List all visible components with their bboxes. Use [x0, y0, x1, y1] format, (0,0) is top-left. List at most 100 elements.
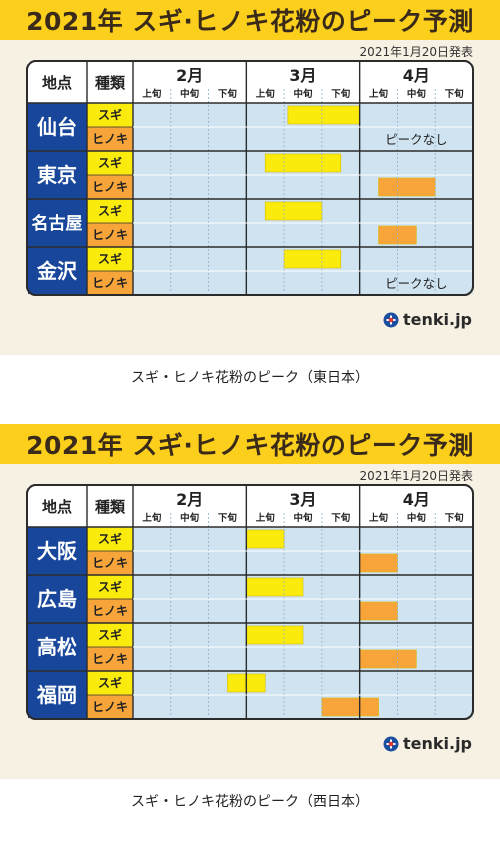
species-label: スギ	[98, 627, 122, 642]
period-label: 下旬	[218, 512, 238, 524]
pollen-chart-figure: 2021年 スギ·ヒノキ花粉のピーク予測 2021年1月20日発表 地点 種類 2月…	[0, 424, 500, 779]
pollen-chart-figure: 2021年 スギ·ヒノキ花粉のピーク予測 2021年1月20日発表 地点 種類 2月…	[0, 0, 500, 355]
tenki-logo: tenki.jp	[383, 734, 472, 753]
peak-bar	[359, 649, 417, 669]
species-cell	[87, 175, 133, 199]
species-cell	[87, 151, 133, 175]
period-label: 下旬	[331, 512, 351, 524]
species-cell	[87, 575, 133, 599]
period-label: 下旬	[445, 88, 465, 100]
period-label: 上旬	[142, 88, 162, 100]
figure-caption: スギ・ヒノキ花粉のピーク（東日本）	[131, 370, 369, 386]
title-banner: 2021年 スギ·ヒノキ花粉のピーク予測	[0, 0, 500, 40]
species-cell	[87, 647, 133, 671]
peak-bar	[359, 553, 398, 573]
city-label: 高松	[37, 635, 77, 659]
species-label: ヒノキ	[92, 652, 128, 666]
period-label: 中旬	[407, 88, 427, 100]
month-label: 2月	[176, 66, 203, 85]
month-label: 3月	[289, 66, 316, 85]
city-cell	[28, 103, 87, 151]
header-location: 地点	[42, 74, 72, 92]
period-label: 下旬	[331, 88, 351, 100]
period-label: 下旬	[445, 512, 465, 524]
figure-caption: スギ・ヒノキ花粉のピーク（西日本）	[131, 794, 369, 810]
period-label: 上旬	[369, 88, 389, 100]
species-label: スギ	[98, 579, 122, 594]
city-cell	[28, 575, 87, 623]
period-label: 中旬	[407, 512, 427, 524]
city-cell	[28, 623, 87, 671]
species-cell	[87, 527, 133, 551]
species-label: スギ	[98, 155, 122, 170]
tenki-logo: tenki.jp	[383, 310, 472, 329]
logo-text: tenki.jp	[402, 310, 472, 329]
table-header-bg	[28, 486, 472, 527]
city-label: 金沢	[36, 259, 78, 283]
no-peak-note: ピークなし	[385, 276, 448, 291]
date-note: 2021年1月20日発表	[359, 469, 473, 483]
month-label: 4月	[403, 66, 430, 85]
peak-bar	[321, 697, 379, 717]
species-label: ヒノキ	[92, 180, 128, 194]
date-note: 2021年1月20日発表	[359, 45, 473, 59]
no-peak-note: ピークなし	[385, 132, 448, 147]
species-label: スギ	[98, 251, 122, 266]
species-label: ヒノキ	[92, 604, 128, 618]
species-cell	[87, 271, 133, 294]
tenki-logo-icon	[383, 312, 399, 327]
tenki-logo-icon	[383, 736, 399, 751]
city-cell	[28, 151, 87, 199]
period-label: 中旬	[180, 512, 200, 524]
species-label: ヒノキ	[92, 700, 128, 714]
peak-bar	[246, 529, 285, 549]
header-species: 種類	[95, 498, 126, 516]
species-cell	[87, 599, 133, 623]
period-label: 中旬	[180, 88, 200, 100]
species-cell	[87, 247, 133, 271]
city-label: 福岡	[36, 683, 77, 707]
peak-bar	[246, 625, 304, 645]
city-label: 東京	[37, 163, 77, 187]
period-label: 上旬	[256, 512, 276, 524]
city-label: 広島	[37, 587, 77, 611]
peak-bar	[378, 177, 436, 197]
city-cell	[28, 527, 87, 575]
species-label: ヒノキ	[92, 228, 128, 242]
logo-text: tenki.jp	[402, 734, 472, 753]
species-label: スギ	[98, 675, 122, 690]
table-header-bg	[28, 62, 472, 103]
city-label: 大阪	[37, 539, 78, 563]
period-label: 中旬	[293, 512, 313, 524]
table-frame-border	[26, 60, 474, 296]
caption-area	[0, 355, 500, 424]
peak-bar	[287, 105, 360, 125]
peak-bar	[246, 577, 304, 597]
city-cell	[28, 247, 87, 294]
species-label: スギ	[98, 203, 122, 218]
period-label: 上旬	[369, 512, 389, 524]
period-label: 上旬	[142, 512, 162, 524]
species-label: スギ	[98, 107, 122, 122]
species-label: ヒノキ	[92, 556, 128, 570]
peak-bar	[283, 249, 342, 269]
species-cell	[87, 223, 133, 247]
species-label: スギ	[98, 531, 122, 546]
species-label: ヒノキ	[92, 132, 128, 146]
table-frame-border	[26, 484, 474, 720]
chart-title: 2021年 スギ·ヒノキ花粉のピーク予測	[26, 431, 474, 460]
header-species: 種類	[95, 74, 126, 92]
period-label: 中旬	[293, 88, 313, 100]
chart-title: 2021年 スギ·ヒノキ花粉のピーク予測	[26, 7, 474, 36]
month-label: 3月	[289, 490, 316, 509]
city-cell	[28, 199, 87, 247]
species-cell	[87, 199, 133, 223]
peak-bar	[264, 201, 323, 221]
month-label: 4月	[403, 490, 430, 509]
species-cell	[87, 127, 133, 151]
species-label: ヒノキ	[92, 276, 128, 290]
species-cell	[87, 695, 133, 718]
peak-bar	[359, 601, 398, 621]
